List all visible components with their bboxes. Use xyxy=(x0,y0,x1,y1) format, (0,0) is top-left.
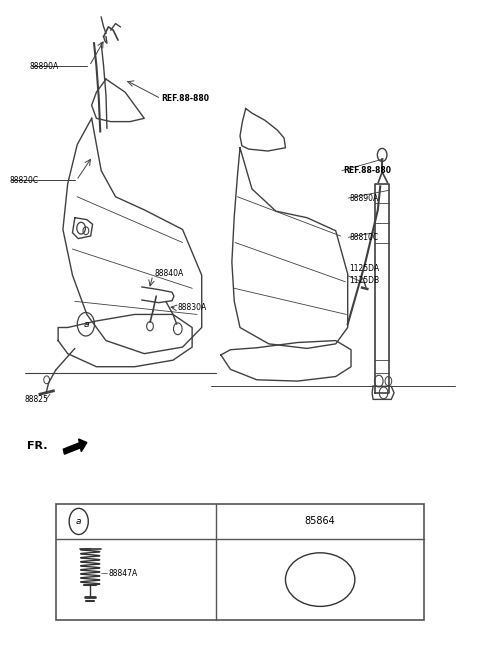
Text: 88890A: 88890A xyxy=(29,62,59,71)
Text: 1125DA: 1125DA xyxy=(349,264,379,273)
Text: 85864: 85864 xyxy=(305,516,336,527)
Text: 88840A: 88840A xyxy=(155,269,184,278)
Text: 88890A: 88890A xyxy=(349,194,378,202)
Text: REF.88-880: REF.88-880 xyxy=(343,166,391,175)
Text: 88825: 88825 xyxy=(24,395,48,404)
Text: 88820C: 88820C xyxy=(9,176,38,185)
Text: a: a xyxy=(83,320,89,329)
Text: 1125DB: 1125DB xyxy=(349,276,379,285)
Text: a: a xyxy=(76,517,82,526)
Text: 88847A: 88847A xyxy=(108,569,138,578)
Bar xyxy=(56,504,424,620)
Text: 88810C: 88810C xyxy=(349,233,378,242)
FancyArrow shape xyxy=(63,439,87,454)
Text: FR.: FR. xyxy=(27,441,48,451)
Text: REF.88-880: REF.88-880 xyxy=(161,94,209,103)
Text: 88830A: 88830A xyxy=(178,303,207,312)
